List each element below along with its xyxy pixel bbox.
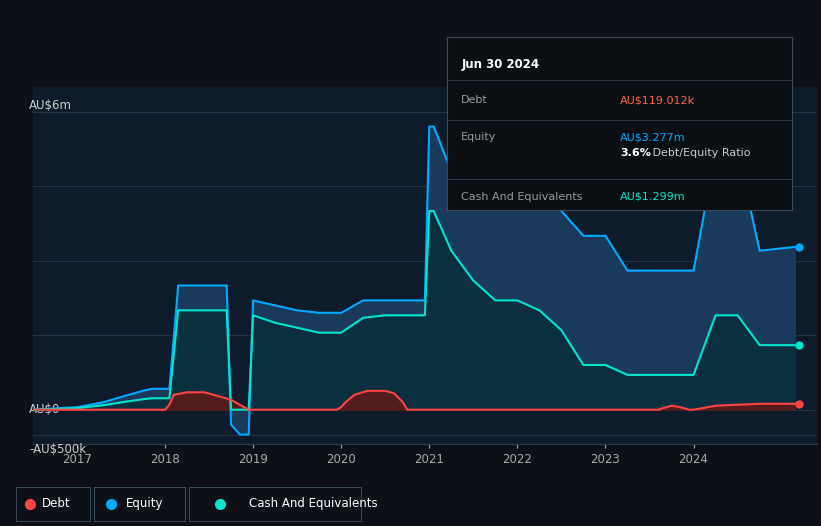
Text: Debt/Equity Ratio: Debt/Equity Ratio <box>649 148 750 158</box>
Text: Cash And Equivalents: Cash And Equivalents <box>461 191 583 201</box>
Text: 3.6%: 3.6% <box>620 148 651 158</box>
Text: AU$3.277m: AU$3.277m <box>620 133 686 143</box>
Text: Debt: Debt <box>43 497 71 510</box>
Text: AU$1.299m: AU$1.299m <box>620 191 686 201</box>
Text: Debt: Debt <box>461 95 488 105</box>
Text: Cash And Equivalents: Cash And Equivalents <box>250 497 378 510</box>
Text: Equity: Equity <box>126 497 163 510</box>
Text: AU$119.012k: AU$119.012k <box>620 95 695 105</box>
Text: AU$0: AU$0 <box>29 403 60 416</box>
Text: Jun 30 2024: Jun 30 2024 <box>461 58 539 70</box>
Text: AU$6m: AU$6m <box>29 99 72 112</box>
Text: -AU$500k: -AU$500k <box>29 443 86 457</box>
Text: Equity: Equity <box>461 133 497 143</box>
